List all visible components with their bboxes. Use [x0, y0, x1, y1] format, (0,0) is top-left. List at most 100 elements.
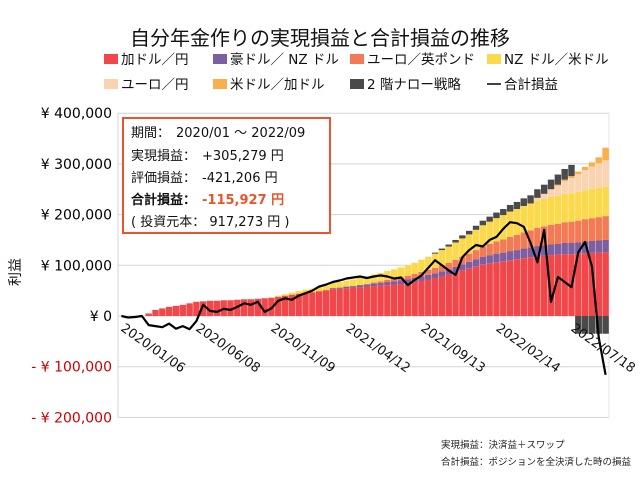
- bar-segment-series-1: [513, 250, 521, 260]
- bar-segment-series-0: [356, 287, 364, 316]
- bar-segment-series-6: [575, 316, 582, 334]
- bar-segment-series-2: [377, 281, 384, 284]
- bar-segment-series-0: [390, 284, 398, 316]
- footnote-realized: 実現損益：決済益＋スワップ: [441, 439, 565, 451]
- bar-segment-series-0: [595, 252, 602, 316]
- bar-segment-series-1: [465, 261, 473, 269]
- bar-segment-series-2: [581, 219, 589, 242]
- legend-label: NZ ドル／米ドル: [504, 52, 609, 68]
- bar-segment-series-6: [452, 239, 459, 243]
- total-value: -115,927 円: [202, 193, 284, 208]
- bar-segment-series-2: [452, 259, 459, 267]
- bar-segment-series-4: [602, 160, 609, 187]
- bar-segment-series-3: [561, 193, 568, 223]
- bar-segment-series-0: [377, 285, 384, 316]
- legend-label: 豪ドル／ NZ ドル: [230, 52, 339, 68]
- bar-segment-series-3: [506, 211, 514, 237]
- legend-label: 2 階ナロー戦略: [367, 77, 461, 93]
- bar-segment-series-5: [568, 176, 575, 179]
- bar-segment-series-3: [575, 191, 582, 221]
- bar-segment-series-0: [506, 260, 514, 316]
- legend-label: 合計損益: [504, 77, 558, 93]
- legend-label: ユーロ／英ポンド: [367, 51, 475, 68]
- bar-segment-series-1: [500, 252, 507, 262]
- bar-segment-series-6: [493, 212, 500, 219]
- bar-segment-series-1: [581, 241, 589, 254]
- bar-segment-series-0: [350, 287, 357, 316]
- bar-segment-series-0: [445, 274, 452, 316]
- bar-segment-series-4: [588, 166, 596, 189]
- bar-segment-series-3: [465, 234, 473, 254]
- legend-swatch: [213, 54, 227, 64]
- bar-segment-series-0: [227, 300, 234, 316]
- bar-segment-series-1: [479, 256, 487, 265]
- bar-segment-series-0: [384, 285, 391, 316]
- bar-segment-series-0: [261, 298, 268, 316]
- bar-segment-series-6: [527, 195, 534, 204]
- bar-segment-series-0: [452, 272, 459, 316]
- bar-segment-series-2: [363, 284, 371, 285]
- bar-segment-series-1: [343, 286, 350, 289]
- bar-segment-series-1: [431, 273, 439, 278]
- bar-segment-series-3: [541, 198, 548, 227]
- bar-segment-series-3: [595, 187, 602, 218]
- legend-swatch: [350, 54, 364, 64]
- bar-segment-series-3: [350, 279, 357, 287]
- bar-segment-series-2: [500, 239, 507, 253]
- bar-segment-series-6: [520, 198, 527, 206]
- bar-segment-series-0: [240, 299, 248, 316]
- bar-segment-series-0: [275, 296, 282, 316]
- bar-segment-series-2: [411, 273, 418, 278]
- info-box: 期間： 2020/01 ～ 2022/09 実現損益： +305,279 円 評価損…: [122, 117, 331, 234]
- bar-segment-series-0: [397, 284, 405, 316]
- bar-segment-series-3: [479, 225, 487, 247]
- bar-segment-series-3: [418, 259, 425, 272]
- bar-segment-series-0: [438, 276, 446, 316]
- bar-segment-series-2: [459, 256, 466, 265]
- bar-segment-series-3: [315, 287, 323, 292]
- bar-segment-series-1: [377, 283, 384, 286]
- bar-segment-series-0: [288, 294, 296, 316]
- bar-segment-series-0: [500, 261, 507, 316]
- bar-segment-series-3: [486, 221, 493, 245]
- bar-segment-series-2: [445, 262, 452, 270]
- bar-segment-series-3: [397, 267, 405, 278]
- bar-segment-series-1: [404, 279, 412, 284]
- bar-segment-series-0: [329, 289, 337, 316]
- y-tick-label: - ¥ 200,000: [31, 410, 112, 426]
- bar-segment-series-0: [370, 286, 377, 316]
- y-tick-label: - ¥ 100,000: [31, 360, 112, 376]
- y-axis-label: 利益: [8, 258, 24, 286]
- bar-segment-series-3: [452, 242, 459, 260]
- bar-segment-series-2: [595, 217, 602, 241]
- bar-segment-series-3: [329, 283, 337, 289]
- bar-segment-series-1: [438, 271, 446, 277]
- bar-segment-series-0: [541, 255, 548, 316]
- bar-segment-series-0: [302, 292, 309, 316]
- bar-segment-series-1: [547, 244, 555, 256]
- bar-segment-series-1: [329, 288, 337, 290]
- footnote-total: 合計損益：ポジションを全決済した時の損益: [441, 456, 632, 468]
- bar-segment-series-1: [363, 284, 371, 287]
- bar-segment-series-0: [159, 308, 166, 316]
- bar-segment-series-3: [568, 193, 575, 222]
- bar-segment-series-2: [486, 244, 493, 256]
- bar-segment-series-2: [370, 282, 377, 284]
- bar-segment-series-3: [288, 292, 296, 295]
- bar-segment-series-2: [534, 227, 541, 247]
- bar-segment-series-1: [588, 240, 596, 253]
- bar-segment-series-2: [602, 216, 609, 240]
- legend-swatch: [350, 79, 364, 89]
- bar-segment-series-4: [568, 178, 575, 194]
- bar-segment-series-0: [411, 282, 418, 316]
- legend-swatch: [104, 79, 118, 89]
- bar-segment-series-2: [506, 236, 514, 252]
- y-tick-label: ¥ 200,000: [41, 208, 112, 224]
- bar-segment-series-2: [513, 234, 521, 251]
- bar-segment-series-2: [547, 224, 555, 245]
- svg-text:実現損益：+305,279 円: 実現損益： +305,279 円: [131, 148, 284, 164]
- bar-segment-series-6: [472, 225, 480, 230]
- bar-segment-series-4: [541, 193, 548, 199]
- unrealized-label: 評価損益：: [131, 171, 196, 186]
- bar-segment-series-0: [459, 270, 466, 316]
